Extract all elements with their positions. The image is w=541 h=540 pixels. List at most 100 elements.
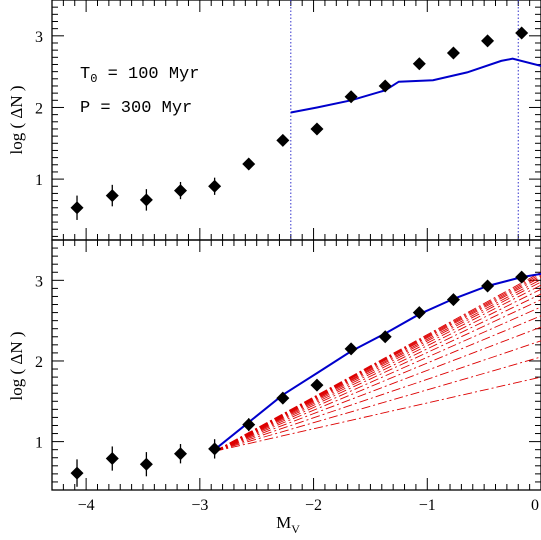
diamond-marker [276, 133, 290, 147]
diamond-marker [481, 279, 495, 293]
diamond-marker [242, 157, 256, 171]
data-point [344, 342, 358, 356]
data-point [481, 34, 495, 48]
x-tick-label: 0 [531, 497, 539, 514]
y-tick-label: 3 [35, 29, 43, 46]
data-point [515, 26, 529, 40]
diamond-marker [105, 189, 119, 203]
data-point [276, 133, 290, 147]
top-panel-frame [51, 0, 541, 241]
diamond-marker [105, 452, 119, 466]
fan-line [214, 279, 541, 452]
x-tick-label: −1 [419, 497, 436, 514]
data-point [70, 195, 84, 220]
data-point [105, 184, 119, 207]
data-point [105, 446, 119, 471]
diamond-marker [412, 306, 426, 320]
top-panel-y-axis-label: log ( ΔN ) [7, 85, 26, 154]
diamond-marker [378, 79, 392, 93]
bottom-panel-data-points [70, 270, 529, 487]
data-point [515, 270, 529, 284]
x-tick-label: −4 [78, 497, 95, 514]
data-point [481, 279, 495, 293]
diamond-marker [208, 442, 222, 456]
diamond-marker [378, 330, 392, 344]
fan-line [214, 284, 541, 452]
y-tick-label: 2 [35, 354, 43, 371]
data-point [378, 330, 392, 344]
data-point [412, 306, 426, 320]
diamond-marker [174, 447, 188, 461]
y-tick-label: 3 [35, 273, 43, 290]
bottom-panel: 1 2 3 −4 −3 −2 −1 0 log ( ΔN ) MV [7, 239, 541, 536]
top-panel-ticks: 1 2 3 [35, 0, 541, 240]
data-point [139, 189, 153, 211]
data-point [242, 418, 256, 432]
data-point [412, 57, 426, 71]
fan-line [214, 299, 541, 452]
diamond-marker [412, 57, 426, 71]
top-panel-data-points [70, 26, 529, 220]
fan-line [214, 340, 541, 452]
fan-line [214, 315, 541, 452]
diamond-marker [276, 391, 290, 405]
top-panel-annotation-p: P = 300 Myr [80, 99, 192, 118]
data-point [139, 452, 153, 477]
fan-line [214, 281, 541, 452]
data-point [446, 46, 460, 60]
diamond-marker [310, 378, 324, 392]
model-line [290, 57, 541, 114]
diamond-marker [446, 46, 460, 60]
fan-line [214, 271, 541, 452]
data-point [310, 122, 324, 136]
data-point [174, 444, 188, 464]
data-point [242, 157, 256, 171]
y-tick-label: 1 [35, 172, 43, 189]
diamond-marker [344, 90, 358, 104]
bottom-panel-ticks: 1 2 3 −4 −3 −2 −1 0 [35, 240, 541, 514]
diamond-marker [139, 193, 153, 207]
y-tick-label: 1 [35, 435, 43, 452]
bottom-panel-frame [51, 239, 541, 491]
fan-line [214, 276, 541, 452]
fan-line [214, 288, 541, 452]
bottom-panel-model-curve [213, 272, 541, 451]
data-point [378, 79, 392, 93]
diamond-marker [139, 457, 153, 471]
diamond-marker [344, 342, 358, 356]
diamond-marker [70, 201, 84, 215]
top-panel-model-curve [290, 57, 541, 114]
fan-line [214, 376, 541, 452]
diamond-marker [310, 122, 324, 136]
diamond-marker [208, 179, 222, 193]
top-panel-annotation-t0: T0 = 100 Myr [80, 65, 199, 86]
fan-line [214, 273, 541, 452]
bottom-panel-red-fan-lines [214, 271, 541, 452]
fan-line [214, 326, 541, 452]
model-line [213, 272, 541, 451]
diamond-marker [515, 270, 529, 284]
fan-line [214, 275, 541, 452]
data-point [310, 378, 324, 392]
data-point [344, 90, 358, 104]
diamond-marker [70, 466, 84, 480]
y-tick-label: 2 [35, 100, 43, 117]
data-point [208, 439, 222, 459]
data-point [174, 181, 188, 200]
x-tick-label: −3 [191, 497, 208, 514]
x-tick-label: −2 [305, 497, 322, 514]
diamond-marker [446, 293, 460, 307]
diamond-marker [174, 184, 188, 198]
fan-line [214, 306, 541, 452]
data-point [208, 177, 222, 195]
top-panel: 1 2 3 T0 = 100 Myr P = 300 Myr log ( ΔN ) [7, 0, 541, 241]
diamond-marker [481, 34, 495, 48]
fan-line [214, 293, 541, 452]
diamond-marker [515, 26, 529, 40]
fan-line [214, 356, 541, 452]
data-point [70, 459, 84, 487]
data-point [276, 391, 290, 405]
top-panel-vertical-lines [290, 0, 519, 240]
diamond-marker [242, 418, 256, 432]
